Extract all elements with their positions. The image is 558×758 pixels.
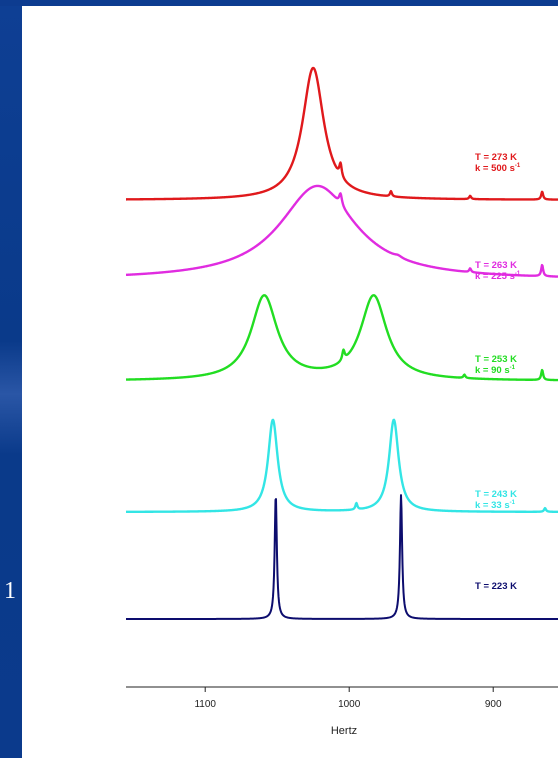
series-1-label-superscript: -1 <box>515 163 521 169</box>
series-5-label-line-1: T = 223 K <box>475 581 517 592</box>
slide-left-band <box>0 0 22 758</box>
slide-page-number: 1 <box>4 578 16 604</box>
spectra-series-group <box>125 66 558 620</box>
series-2-label-line-2: k = 225 s-1 <box>475 271 521 282</box>
x-tick-label-1000: 1000 <box>338 699 361 710</box>
x-axis-title: Hertz <box>331 725 357 737</box>
series-3-label-line-1: T = 253 K <box>475 354 517 365</box>
x-axis-ticks: 1100 1000 900 <box>194 687 502 710</box>
series-3-label-superscript: -1 <box>510 365 516 371</box>
slide-top-band <box>0 0 558 6</box>
spectrum-series-3 <box>125 294 558 382</box>
spectrum-series-4 <box>125 418 558 514</box>
spectrum-series-2 <box>125 184 558 278</box>
series-4-label-line-2: k = 33 s-1 <box>475 500 516 511</box>
chart-panel <box>22 6 558 758</box>
series-2-label-superscript: -1 <box>515 271 521 277</box>
series-1-label-line-2: k = 500 s-1 <box>475 163 521 174</box>
x-tick-label-900: 900 <box>485 699 502 710</box>
series-4-label-line-1: T = 243 K <box>475 489 517 500</box>
series-3-label-line-2: k = 90 s-1 <box>475 365 516 376</box>
series-4-label-superscript: -1 <box>510 500 516 506</box>
series-labels-group: T = 273 Kk = 500 s-1 T = 263 Kk = 225 s-1… <box>475 152 521 592</box>
spectrum-series-5 <box>125 494 558 620</box>
series-1-label-line-1: T = 273 K <box>475 152 517 163</box>
spectrum-series-1 <box>125 66 558 201</box>
x-axis: 1100 1000 900 Hertz <box>126 686 558 737</box>
series-2-label-line-1: T = 263 K <box>475 260 517 271</box>
x-tick-label-1100: 1100 <box>194 699 216 710</box>
